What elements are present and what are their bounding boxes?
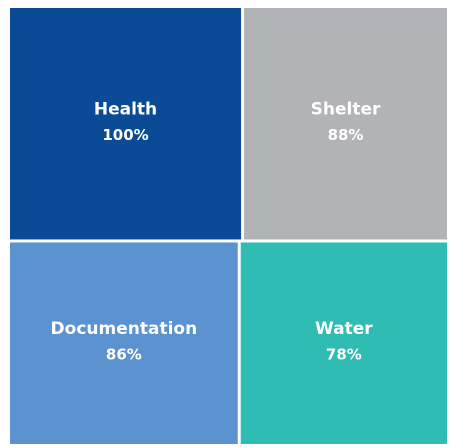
tile-label: Water: [315, 319, 373, 339]
tile: [10, 242, 238, 444]
tile-value: 88%: [328, 126, 364, 144]
tile-value: 78%: [326, 346, 362, 364]
tile-label: Health: [94, 100, 157, 120]
tile-value: 86%: [106, 346, 142, 364]
tile-label: Documentation: [51, 319, 198, 339]
tile: [244, 8, 447, 240]
tile: [10, 8, 242, 240]
tile: [240, 242, 447, 444]
tile-label: Shelter: [311, 100, 381, 120]
tile-value: 100%: [102, 126, 148, 144]
